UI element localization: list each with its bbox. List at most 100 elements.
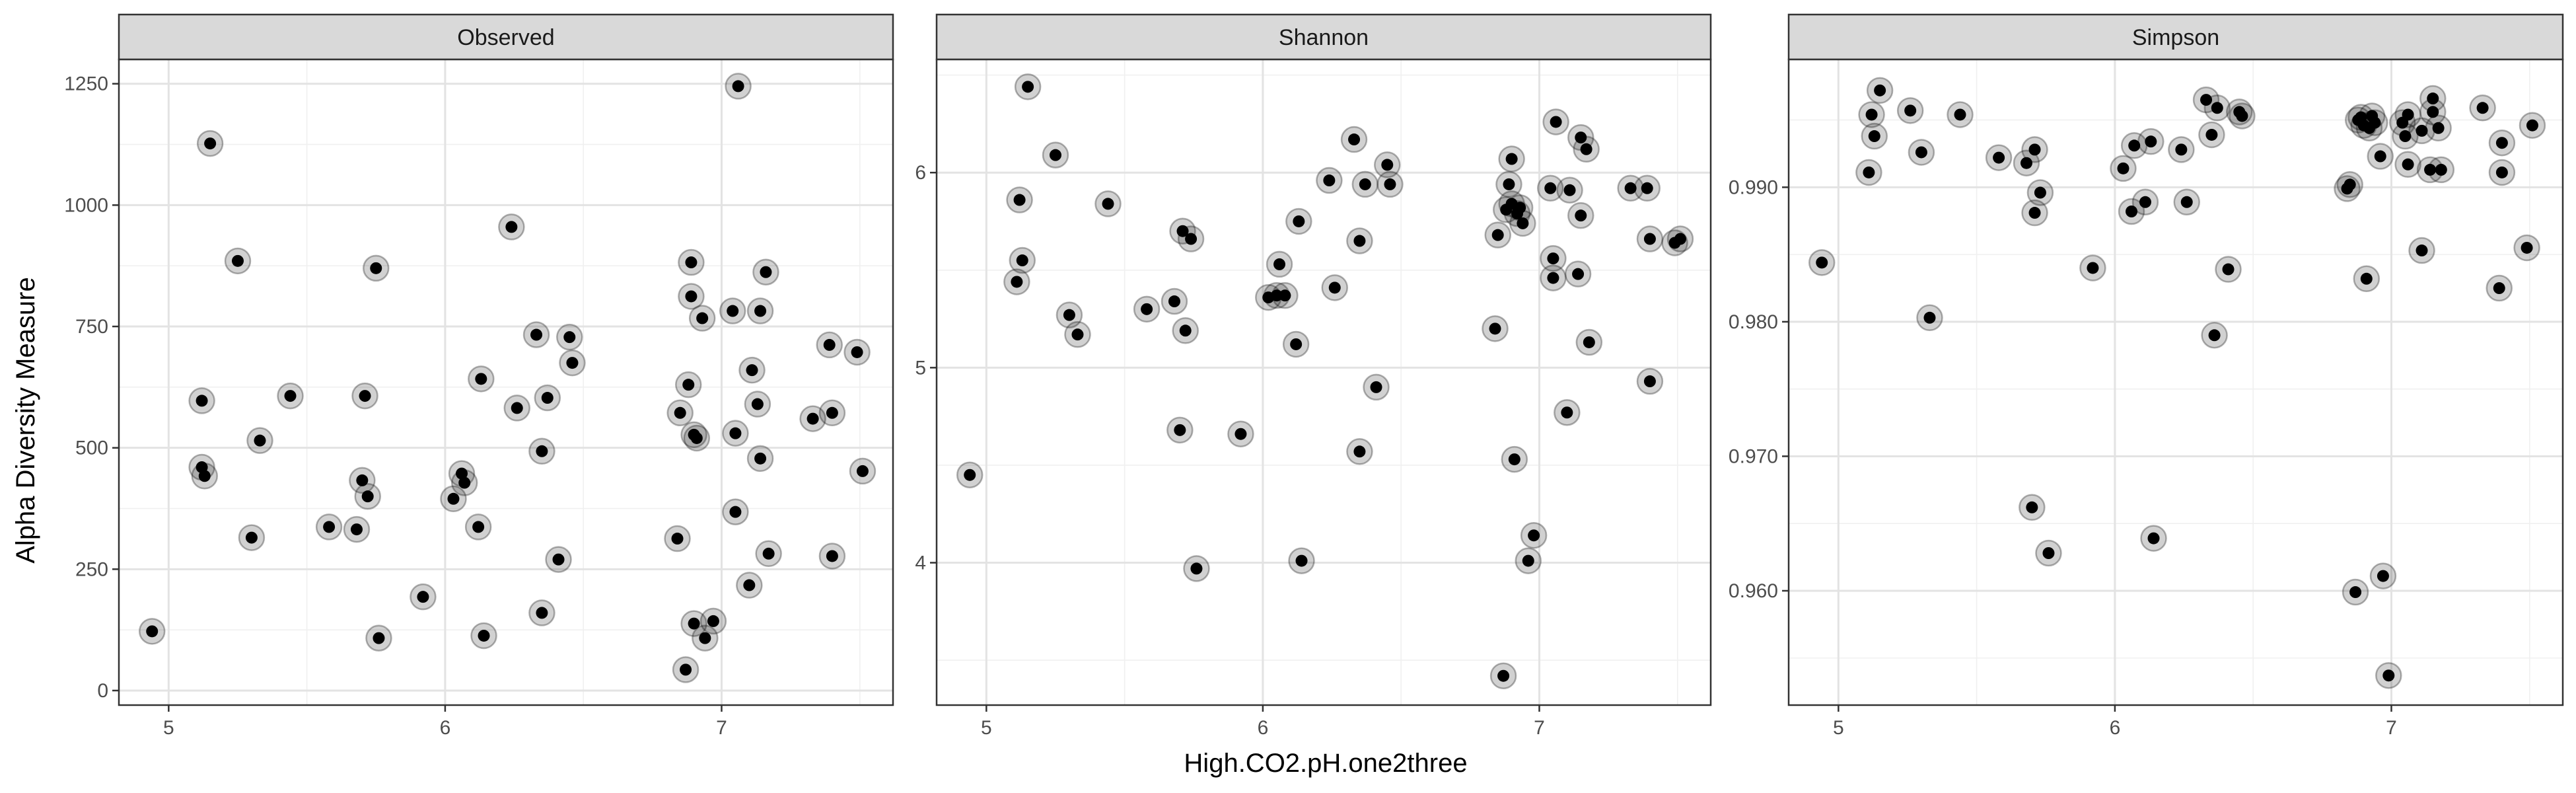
data-point-dot <box>743 579 756 591</box>
data-point <box>1282 330 1310 358</box>
data-point <box>818 399 846 427</box>
data-point-dot <box>1295 554 1308 567</box>
data-point <box>2019 494 2046 521</box>
data-point-dot <box>856 465 869 477</box>
data-point-dot <box>1514 202 1526 214</box>
data-point-dot <box>671 533 684 545</box>
data-point-dot <box>1491 229 1504 241</box>
data-point <box>678 283 705 310</box>
data-point <box>799 405 826 432</box>
data-point <box>1540 245 1567 272</box>
data-point <box>2394 101 2421 128</box>
data-point <box>688 305 716 332</box>
data-point-dot <box>1270 289 1283 302</box>
panel-background <box>119 59 893 705</box>
data-point-dot <box>754 305 767 317</box>
data-point-dot <box>1561 406 1573 419</box>
data-point-dot <box>682 379 695 391</box>
data-point <box>1346 438 1373 465</box>
data-point <box>1183 555 1210 582</box>
data-point <box>1285 208 1312 235</box>
data-point <box>1014 73 1042 100</box>
data-point <box>559 349 586 377</box>
data-point-dot <box>1497 669 1510 682</box>
y-tick-label: 0.990 <box>1729 176 1778 198</box>
data-point <box>2035 539 2062 567</box>
panel-simpson: Simpson 0.960 0.970 0.980 0.990 5 6 7 <box>1729 13 2564 739</box>
data-point <box>1042 141 1069 169</box>
data-point-dot <box>826 406 838 419</box>
data-point-dot <box>762 547 775 560</box>
data-point <box>2013 149 2040 176</box>
x-axis-title: High.CO2.pH.one2three <box>1184 749 1467 778</box>
data-point <box>1916 304 1943 332</box>
data-point <box>2392 122 2419 150</box>
panel-border <box>118 58 894 706</box>
data-point-dot <box>1185 233 1198 245</box>
data-point <box>188 387 215 414</box>
data-point <box>1484 221 1511 248</box>
data-point <box>534 384 561 412</box>
panel-border <box>935 58 1712 706</box>
data-point <box>1006 186 1033 213</box>
data-point-dot <box>746 364 758 377</box>
data-point <box>349 467 376 494</box>
data-point <box>468 365 495 393</box>
data-point <box>816 331 843 359</box>
data-point <box>410 583 437 611</box>
data-point-dot <box>1063 309 1075 321</box>
data-point-dot <box>2026 501 2038 513</box>
data-point-dot <box>2139 196 2151 208</box>
data-point-dot <box>472 521 485 533</box>
data-point-dot <box>2128 139 2141 152</box>
data-point <box>672 656 699 683</box>
data-point <box>2198 121 2225 149</box>
data-point <box>1271 282 1299 309</box>
data-point-dot <box>1013 194 1026 206</box>
data-point <box>1482 315 1509 342</box>
y-tick-label: 0.960 <box>1729 580 1778 602</box>
facet-strip <box>935 13 1712 61</box>
data-point <box>1363 373 1390 401</box>
data-point <box>1161 287 1188 315</box>
data-point <box>2367 143 2394 170</box>
data-point <box>736 572 763 599</box>
panels-layer: Observed 0 250 500 750 1000 1250 5 6 7 Shannon 4 5 6 5… <box>64 13 2564 739</box>
data-point-dot <box>2087 262 2099 274</box>
data-point-dot <box>2360 272 2373 285</box>
data-point <box>1636 225 1664 252</box>
y-tick-label: 750 <box>75 316 108 338</box>
panel-background <box>937 59 1711 705</box>
data-point <box>744 391 771 418</box>
data-point-dot <box>530 328 543 341</box>
data-point-dot <box>1580 143 1592 155</box>
data-point-dot <box>566 357 579 369</box>
data-point-dot <box>2147 532 2160 545</box>
data-point-dot <box>2476 102 2489 114</box>
data-point-dot <box>851 346 863 358</box>
panel-border <box>1787 58 2564 706</box>
data-point <box>556 323 583 351</box>
data-point-dot <box>284 390 297 402</box>
x-tick-label: 5 <box>1833 717 1844 739</box>
data-point-dot <box>373 632 385 644</box>
data-point-dot <box>1863 166 1875 178</box>
data-point-dot <box>1370 381 1382 393</box>
data-point <box>1501 445 1528 473</box>
data-point-dot <box>806 412 819 425</box>
data-point-dot <box>1381 159 1394 171</box>
data-point-dot <box>1528 529 1540 542</box>
data-point-dot <box>1816 256 1828 269</box>
data-point-dot <box>2415 245 2428 257</box>
data-point-dot <box>447 492 460 505</box>
data-point-dot <box>350 523 363 536</box>
y-tick-label: 6 <box>915 162 926 184</box>
data-point-dot <box>1624 182 1637 194</box>
data-point <box>1374 151 1401 178</box>
data-point-dot <box>729 427 742 439</box>
data-point <box>2353 265 2380 293</box>
data-point-dot <box>2117 162 2129 174</box>
data-point <box>1509 209 1536 237</box>
data-point <box>440 485 467 513</box>
y-tick-label: 0 <box>97 680 108 702</box>
